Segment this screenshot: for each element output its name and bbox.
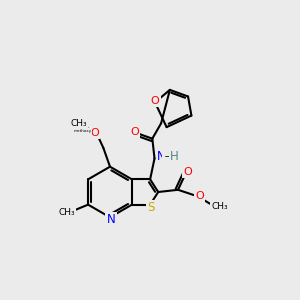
- Text: O: O: [195, 191, 204, 201]
- Text: O: O: [90, 128, 99, 138]
- Text: S: S: [147, 201, 155, 214]
- Text: O: O: [183, 167, 192, 177]
- Text: CH₃: CH₃: [211, 202, 228, 211]
- Text: CH₃: CH₃: [70, 119, 87, 128]
- Text: O: O: [151, 96, 159, 106]
- Text: methoxy: methoxy: [74, 129, 92, 133]
- Text: N: N: [106, 213, 116, 226]
- Text: CH₃: CH₃: [58, 208, 75, 217]
- Text: O: O: [130, 127, 139, 137]
- Text: −: −: [164, 150, 173, 163]
- Text: H: H: [170, 150, 179, 163]
- Text: N: N: [157, 150, 166, 163]
